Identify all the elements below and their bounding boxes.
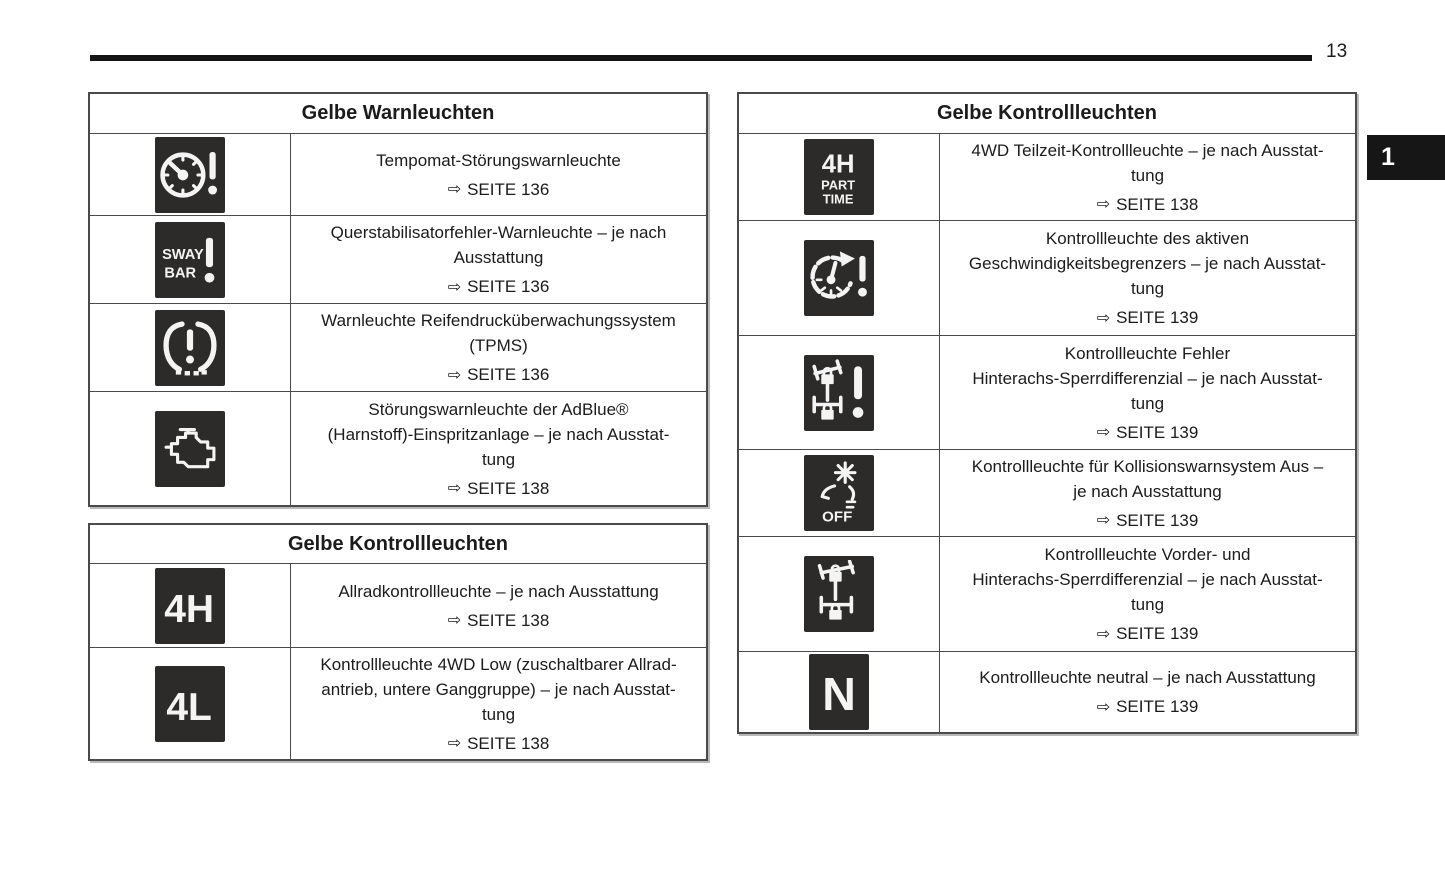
light-description: Kontrollleuchte für Kollisionswarnsystem…	[971, 456, 1324, 501]
light-description: Warnleuchte Reifendrucküberwachungssyste…	[321, 311, 676, 355]
page-reference: ⇨ SEITE 139	[1097, 508, 1199, 533]
svg-text:BAR: BAR	[164, 265, 196, 281]
page-arrow-icon: ⇨	[447, 276, 462, 296]
indicator-lights-table-left: Gelbe Kontrollleuchten 4H Allradkontroll…	[88, 523, 708, 761]
page-arrow-icon: ⇨	[1096, 422, 1111, 441]
svg-text:OFF: OFF	[822, 508, 852, 525]
light-description: Querstabilisatorfehler-Warnleuchte – je …	[330, 223, 667, 267]
light-description: Kontrollleuchte neutral – je nach Aussta…	[979, 668, 1316, 687]
table-title: Gelbe Kontrollleuchten	[936, 102, 1158, 124]
svg-text:PART: PART	[821, 177, 855, 192]
page-number: 13	[1326, 41, 1348, 62]
table-row: Warnleuchte Reifendrucküberwachungssyste…	[90, 303, 706, 391]
table-row: SWAY BAR Querstabilisatorfehler-Warnleuc…	[90, 215, 706, 303]
page-ref-label: SEITE 139	[1116, 697, 1199, 716]
page-ref-label: SEITE 139	[1116, 308, 1199, 327]
table-row: 4H Allradkontrollleuchte – je nach Ausst…	[90, 563, 706, 647]
page-reference: ⇨ SEITE 136	[448, 177, 550, 202]
table-row: 4H PART TIME 4WD Teilzeit-Kontrollleucht…	[739, 133, 1355, 220]
page-ref-label: SEITE 139	[1116, 624, 1199, 643]
page-arrow-icon: ⇨	[447, 478, 462, 497]
table-row: OFF Kontrollleuchte für Kollisionswarnsy…	[739, 449, 1355, 536]
svg-text:4H: 4H	[164, 587, 214, 630]
page-ref-label: SEITE 136	[467, 179, 550, 199]
light-description: Tempomat-Störungswarnleuchte	[376, 150, 621, 170]
page-ref-label: SEITE 136	[467, 277, 550, 296]
light-description: Allradkontrollleuchte – je nach Ausstatt…	[338, 581, 659, 601]
tpms-warning-icon	[155, 309, 225, 386]
rear-axle-lock-fault-icon	[804, 354, 874, 431]
page-reference: ⇨ SEITE 139	[1097, 305, 1199, 330]
svg-text:N: N	[822, 668, 856, 720]
table-row: N Kontrollleuchte neutral – je nach Auss…	[739, 651, 1355, 732]
page-arrow-icon: ⇨	[447, 179, 462, 198]
page-ref-label: SEITE 139	[1116, 510, 1199, 530]
page-reference: ⇨ SEITE 139	[1097, 420, 1199, 445]
table-row: Kontrollleuchte des aktiven Geschwindigk…	[739, 220, 1355, 335]
page-ref-label: SEITE 139	[1116, 422, 1199, 442]
page-reference: ⇨ SEITE 138	[448, 608, 550, 633]
front-rear-axle-lock-icon	[804, 556, 874, 632]
table-row: Tempomat-Störungswarnleuchte ⇨ SEITE 136	[90, 133, 706, 215]
page-arrow-icon: ⇨	[447, 610, 462, 629]
page-arrow-icon: ⇨	[1096, 194, 1111, 213]
4wd-high-icon: 4H	[155, 567, 225, 644]
page-ref-label: SEITE 138	[1116, 194, 1199, 214]
active-speed-limiter-icon	[804, 240, 874, 316]
sway-bar-warning-icon: SWAY BAR	[155, 221, 225, 298]
page-ref-label: SEITE 136	[467, 365, 550, 384]
table-row: Kontrollleuchte Fehler Hinterachs-Sperrd…	[739, 335, 1355, 449]
page-arrow-icon: ⇨	[1096, 510, 1111, 529]
page-reference: ⇨ SEITE 136	[448, 274, 550, 299]
table-title: Gelbe Warnleuchten	[301, 102, 495, 124]
collision-warning-off-icon: OFF	[804, 455, 874, 531]
light-description: 4WD Teilzeit-Kontrollleuchte – je nach A…	[971, 140, 1324, 185]
page-reference: ⇨ SEITE 139	[1097, 621, 1199, 646]
4wd-low-icon: 4L	[155, 665, 225, 742]
page-arrow-icon: ⇨	[1096, 696, 1111, 716]
page-reference: ⇨ SEITE 136	[448, 362, 550, 387]
light-description: Störungswarnleuchte der AdBlue® (Harnsto…	[327, 399, 670, 469]
light-description: Kontrollleuchte des aktiven Geschwindigk…	[968, 229, 1327, 298]
light-description: Kontrollleuchte Fehler Hinterachs-Sperrd…	[972, 343, 1323, 413]
page-ref-label: SEITE 138	[467, 733, 550, 753]
4wd-part-time-icon: 4H PART TIME	[804, 139, 874, 215]
cruise-control-warning-icon	[155, 136, 225, 213]
table-row: Störungswarnleuchte der AdBlue® (Harnsto…	[90, 391, 706, 505]
table-row: 4L Kontrollleuchte 4WD Low (zuschaltbare…	[90, 647, 706, 759]
page-arrow-icon: ⇨	[1096, 307, 1111, 327]
check-engine-icon	[155, 410, 225, 487]
warning-lights-table: Gelbe Warnleuchten Tempomat-Störungswarn…	[88, 92, 708, 507]
page-reference: ⇨ SEITE 138	[448, 476, 550, 501]
section-tab: 1	[1367, 135, 1445, 180]
table-title: Gelbe Kontrollleuchten	[287, 532, 509, 555]
page-reference: ⇨ SEITE 138	[1097, 192, 1199, 217]
page-arrow-icon: ⇨	[1096, 623, 1111, 643]
page-reference: ⇨ SEITE 138	[448, 731, 550, 756]
table-row: Kontrollleuchte Vorder- und Hinterachs-S…	[739, 536, 1355, 651]
page-arrow-icon: ⇨	[447, 364, 462, 384]
light-description: Kontrollleuchte Vorder- und Hinterachs-S…	[972, 545, 1323, 614]
page-ref-label: SEITE 138	[467, 478, 550, 498]
svg-text:SWAY: SWAY	[162, 247, 204, 263]
light-description: Kontrollleuchte 4WD Low (zuschaltbarer A…	[320, 654, 677, 724]
indicator-lights-table-right: Gelbe Kontrollleuchten 4H PART TIME 4WD …	[737, 92, 1357, 734]
svg-text:4L: 4L	[166, 685, 211, 728]
page-ref-label: SEITE 138	[467, 610, 550, 630]
page-reference: ⇨ SEITE 139	[1097, 694, 1199, 719]
page-arrow-icon: ⇨	[447, 733, 462, 752]
neutral-icon: N	[809, 654, 869, 730]
svg-text:TIME: TIME	[823, 192, 854, 207]
top-rule	[90, 55, 1312, 61]
svg-text:4H: 4H	[822, 151, 855, 179]
